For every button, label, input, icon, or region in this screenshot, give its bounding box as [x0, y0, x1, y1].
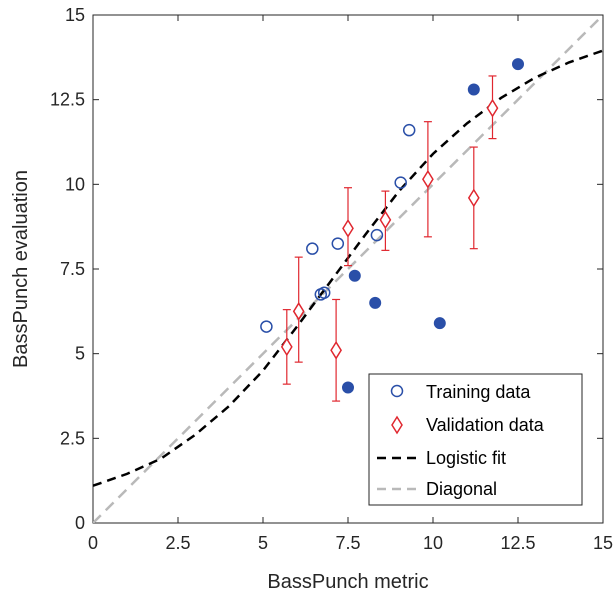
filled-point	[433, 317, 446, 330]
y-tick-label: 10	[65, 174, 85, 194]
x-tick-label: 10	[423, 533, 443, 553]
validation-point	[422, 169, 434, 189]
x-tick-label: 15	[593, 533, 613, 553]
filled-point	[467, 83, 480, 96]
legend-validation-label: Validation data	[426, 415, 545, 435]
validation-point	[486, 98, 499, 118]
legend-training-marker	[390, 384, 404, 398]
validation-point	[379, 210, 392, 230]
y-tick-label: 15	[65, 5, 85, 25]
y-tick-label: 7.5	[60, 259, 85, 279]
training-point	[317, 286, 331, 299]
filled-point	[348, 269, 361, 282]
y-tick-label: 12.5	[50, 90, 85, 110]
validation-point	[342, 218, 354, 238]
training-point	[331, 237, 345, 250]
training-point	[394, 176, 407, 189]
y-tick-label: 5	[75, 344, 85, 364]
training-point	[260, 320, 273, 333]
legend-diagonal-label: Diagonal	[426, 479, 497, 499]
diagonal-line	[93, 15, 603, 523]
legend-logistic-label: Logistic fit	[426, 448, 506, 468]
training-point	[402, 123, 416, 137]
legend: Training data Validation data Logistic f…	[368, 373, 583, 506]
validation-point	[467, 188, 480, 208]
legend-training-label: Training data	[426, 382, 531, 402]
legend-validation-marker	[391, 415, 403, 435]
validation-point	[292, 301, 305, 321]
y-tick-label: 0	[75, 513, 85, 533]
filled-point	[342, 381, 354, 394]
training-point	[306, 242, 319, 255]
training-point	[370, 228, 384, 242]
x-tick-label: 12.5	[500, 533, 535, 553]
x-tick-label: 5	[258, 533, 268, 553]
x-axis-label: BassPunch metric	[267, 571, 428, 593]
y-axis-label: BassPunch evaluation	[10, 170, 32, 368]
validation-point	[280, 337, 293, 357]
y-tick-label: 2.5	[60, 428, 85, 448]
x-tick-label: 7.5	[335, 533, 360, 553]
x-tick-label: 2.5	[165, 533, 190, 553]
x-tick-label: 0	[88, 533, 98, 553]
legend-box	[368, 373, 583, 506]
filled-point	[369, 296, 382, 309]
data-markers	[260, 58, 524, 402]
validation-point	[330, 340, 342, 360]
axis-ticks: 0 2.5 5 7.5 10 12.5 15 0 2.5 5 7.5 10 12.5 15	[50, 5, 613, 553]
filled-point	[512, 58, 524, 71]
